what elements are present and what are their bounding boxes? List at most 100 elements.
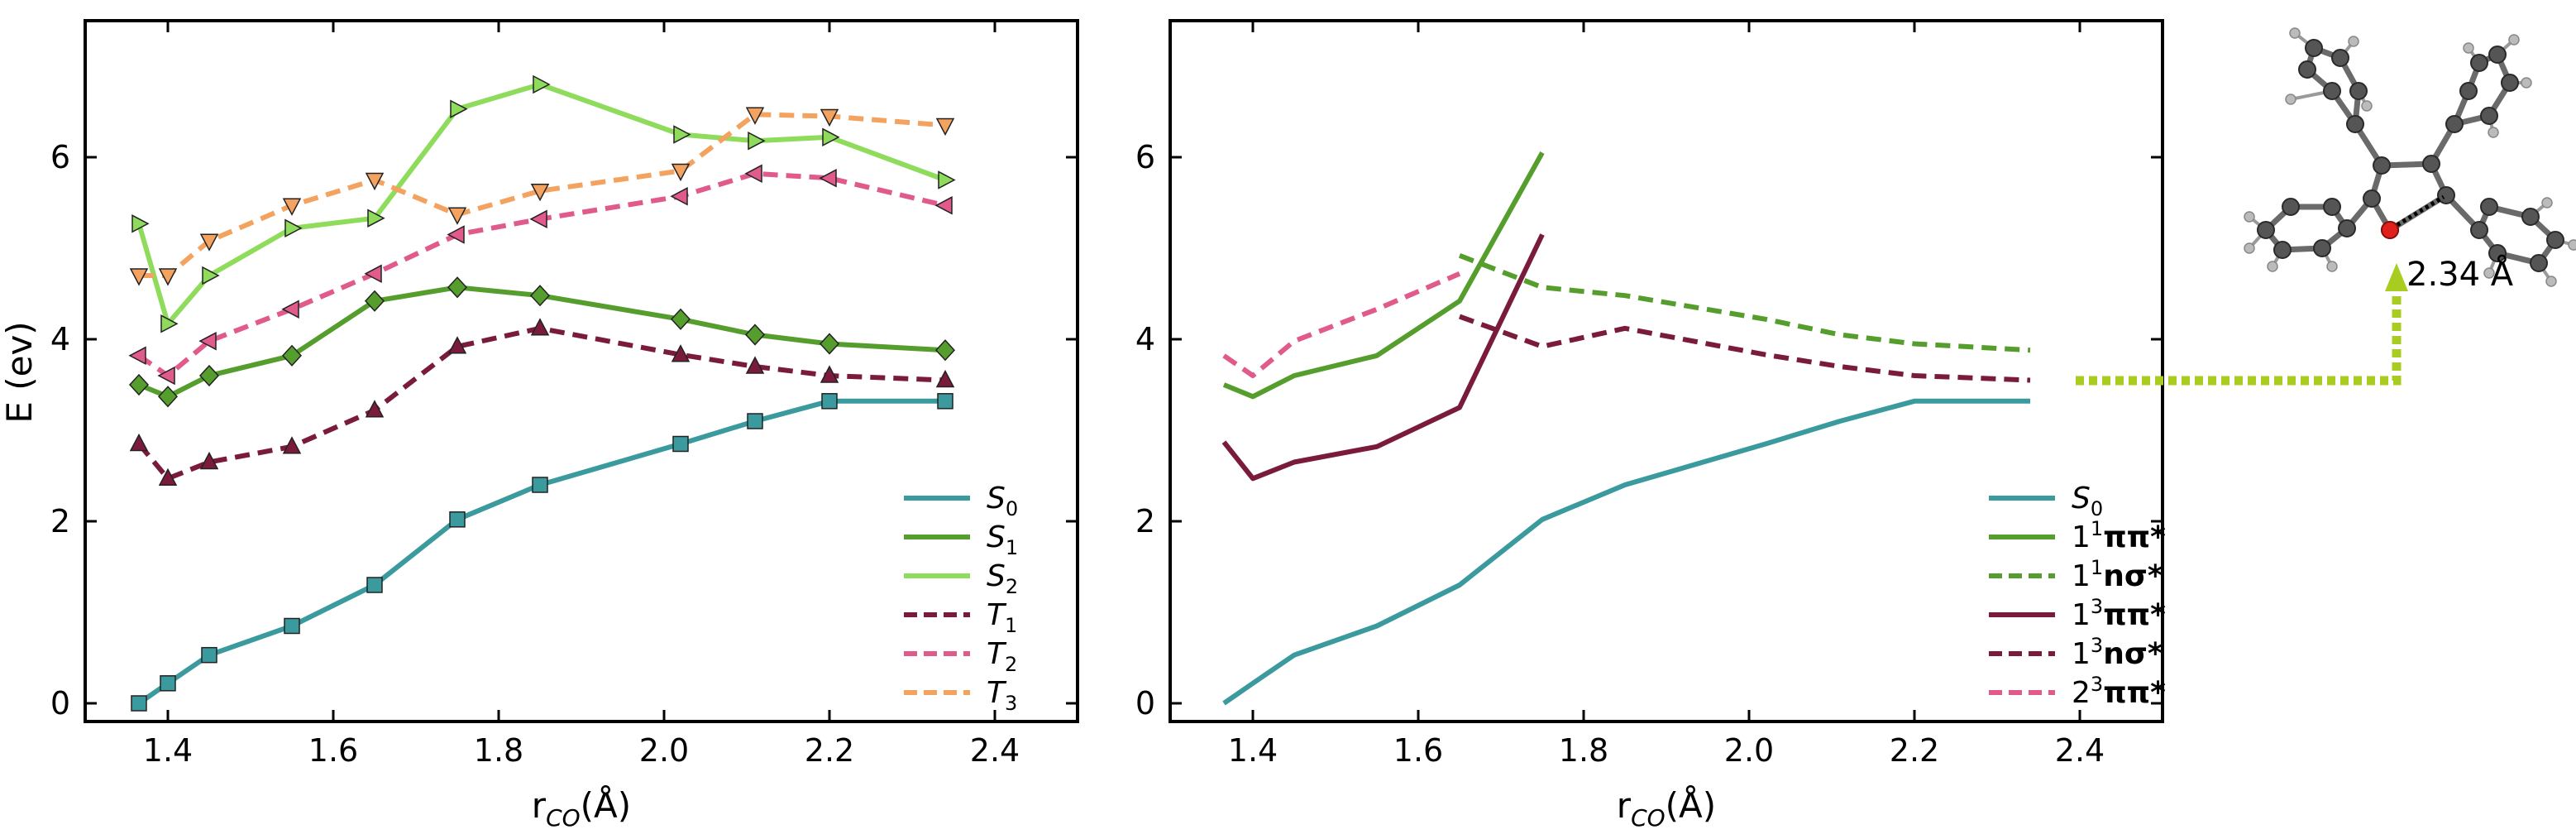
left-series-5-point-8 [745,107,765,125]
right-series-line-2 [1458,253,2031,353]
right-xtick-label-0: 1.4 [1228,732,1278,769]
y-axis-title: E (ev) [0,321,40,423]
left-series-5-point-2 [199,233,219,252]
right-ytick-label-0: 0 [1135,685,1155,722]
carbon-atom-21 [2313,239,2331,257]
hydrogen-atom-2 [2361,100,2373,112]
right-series-group [1221,151,2031,706]
right-legend-label-0: S0 [2072,482,2103,520]
hydrogen-atom-4 [2508,34,2520,46]
left-legend-label-2: S2 [987,559,1018,598]
right-legend-label-3-main: 1 [2072,598,2091,632]
left-series-3-point-7 [671,344,691,362]
left-series-1-point-8 [744,324,766,346]
left-series-1-point-2 [198,364,220,387]
left-series-0-point-8 [747,413,763,429]
carbon-atom-12 [2459,82,2478,100]
carbon-atom-2 [2437,186,2455,204]
carbon-atom-13 [2470,54,2488,72]
left-xtick-label-3: 2.0 [639,732,689,769]
right-x-axis-title-unit: (Å) [1666,784,1717,826]
carbon-atom-23 [2480,198,2498,216]
carbon-atom-25 [2546,231,2564,249]
carbon-atom-14 [2488,46,2507,64]
right-legend-label-5-main: 2 [2072,676,2091,710]
left-ticks-group: 1.4 1.6 1.8 2.0 2.2 2.4 0 2 4 6 [50,21,1078,769]
left-series-2-point-7 [673,125,691,144]
left-series-2-point-6 [533,74,551,94]
co-distance-label: 2.34 Å [2406,254,2514,294]
left-legend-label-5-main: T [987,676,1007,710]
left-xtick-label-2: 1.8 [474,732,523,769]
carbon-atom-17 [2323,198,2341,216]
left-legend-label-1-main: S [987,520,1006,554]
left-series-5-point-9 [820,108,839,127]
left-series-2-point-9 [822,127,840,147]
right-series-line-1 [1222,151,1545,400]
right-legend-label-2-suffix: nσ* [2103,559,2163,593]
left-x-axis-title-sub: CO [546,804,581,832]
molecule-atoms [2244,27,2576,287]
right-legend-label-4: 13nσ* [2072,634,2163,671]
left-series-4-point-1 [157,366,175,386]
left-series-4-point-3 [281,300,299,319]
right-x-axis-title: rCO(Å) [1617,784,1716,832]
left-series-3-point-1 [158,467,178,487]
left-series-4-point-10 [934,196,953,215]
left-series-1-point-10 [934,339,956,362]
left-series-5-point-4 [365,172,385,191]
carbon-atom-10 [2349,82,2368,100]
left-series-3-point-2 [199,451,219,470]
hydrogen-atom-8 [2244,211,2255,223]
left-series-2-point-5 [450,99,468,118]
left-series-3-point-9 [820,365,839,383]
left-series-1-point-0 [128,373,150,396]
left-series-0-point-0 [131,695,147,712]
right-legend-label-4-suffix: nσ* [2103,637,2163,671]
left-series-5-point-7 [671,163,691,182]
right-legend-label-2-main: 1 [2072,559,2091,593]
left-series-0-point-1 [160,675,176,692]
carbon-atom-1 [2422,155,2440,173]
left-series-2-point-2 [202,266,220,285]
left-legend-label-0-sub: 0 [1006,497,1018,520]
left-ytick-label-2: 4 [50,321,70,357]
right-legend-label-5-suffix: ππ* [2103,676,2166,710]
left-ytick-label-1: 2 [50,503,70,539]
left-series-2-point-4 [367,209,385,228]
left-xtick-label-0: 1.4 [143,732,193,769]
right-legend-label-4-sup: 3 [2091,634,2103,657]
hydrogen-atom-7 [2463,42,2474,54]
connector-arrow [2076,263,2408,386]
carbon-atom-28 [2470,221,2488,239]
hydrogen-atom-11 [2326,261,2338,272]
left-series-5-point-1 [158,268,178,286]
left-legend-label-2-sub: 2 [1006,575,1018,598]
right-legend-label-0-main: S [2072,482,2091,515]
right-legend-label-1: 11ππ* [2072,517,2166,554]
left-legend-label-1-sub: 1 [1006,536,1018,559]
hydrogen-atom-9 [2244,242,2255,254]
right-legend-label-2: 11nσ* [2072,556,2163,593]
left-series-line-0 [137,398,945,706]
right-xtick-label-5: 2.4 [2055,732,2105,769]
left-series-2-point-10 [938,170,956,189]
left-series-1-point-1 [157,386,179,408]
right-legend-label-5-sup: 3 [2091,673,2103,696]
left-series-3-point-6 [530,318,550,336]
carbon-atom-7 [2298,60,2316,79]
molecule-bonds [2248,31,2574,283]
left-series-1-point-7 [670,308,691,330]
connector-arrow-path [2076,291,2402,386]
right-series-line-4 [1458,314,2031,383]
right-series-line-5 [1222,271,1461,378]
left-legend-label-3: T1 [987,598,1017,637]
left-series-0-point-10 [937,393,953,410]
carbon-atom-24 [2521,208,2540,226]
carbon-atom-9 [2331,49,2349,67]
carbon-atom-18 [2282,198,2300,216]
right-legend-label-3: 13ππ* [2072,595,2166,632]
left-legend-label-0: S0 [987,482,1018,520]
